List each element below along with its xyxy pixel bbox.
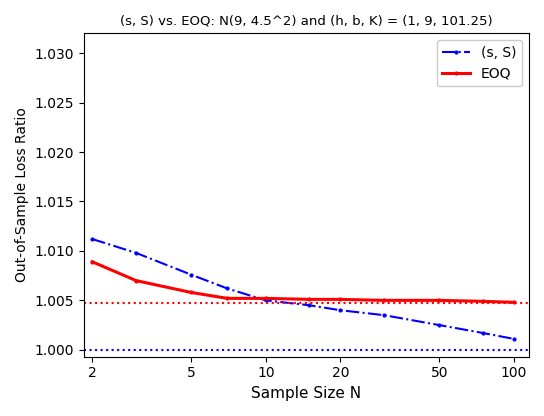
EOQ <box>133 278 139 283</box>
(s, S) <box>436 322 442 327</box>
EOQ <box>337 297 344 302</box>
Line: EOQ: EOQ <box>90 259 517 305</box>
EOQ <box>480 299 486 304</box>
Legend: (s, S), EOQ: (s, S), EOQ <box>436 40 522 87</box>
(s, S) <box>224 286 231 291</box>
X-axis label: Sample Size N: Sample Size N <box>251 386 362 401</box>
EOQ <box>224 296 231 301</box>
(s, S) <box>133 250 139 255</box>
(s, S) <box>89 237 96 242</box>
EOQ <box>306 297 313 302</box>
EOQ <box>436 298 442 303</box>
(s, S) <box>337 308 344 313</box>
Line: (s, S): (s, S) <box>90 236 517 342</box>
(s, S) <box>306 303 313 308</box>
(s, S) <box>188 272 194 277</box>
EOQ <box>89 259 96 264</box>
(s, S) <box>381 313 387 318</box>
EOQ <box>188 290 194 295</box>
(s, S) <box>263 298 269 303</box>
EOQ <box>381 298 387 303</box>
(s, S) <box>480 330 486 335</box>
Title: (s, S) vs. EOQ: N(9, 4.5^2) and (h, b, K) = (1, 9, 101.25): (s, S) vs. EOQ: N(9, 4.5^2) and (h, b, K… <box>120 15 493 28</box>
Y-axis label: Out-of-Sample Loss Ratio: Out-of-Sample Loss Ratio <box>15 108 29 282</box>
EOQ <box>511 300 517 305</box>
EOQ <box>263 296 269 301</box>
(s, S) <box>511 337 517 342</box>
